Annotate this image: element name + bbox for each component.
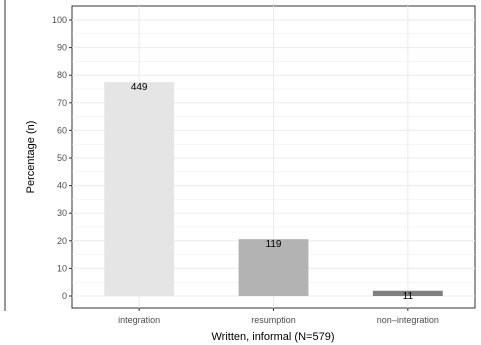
bars [104,82,443,296]
y-tick-label: 90 [57,43,67,53]
x-axis-title: Written, informal (N=579) [212,331,335,343]
data-label-2: 11 [403,291,414,302]
data-label-1: 119 [266,239,282,250]
y-tick-label: 0 [62,291,67,301]
y-tick-label: 30 [57,208,67,218]
bar-0 [104,82,175,296]
y-axis-title: Percentage (n) [25,121,37,194]
data-labels: 449 119 11 [131,82,414,302]
x-tick-label: resumption [251,315,296,325]
y-tick-label: 80 [57,70,67,80]
x-tick-label: integration [118,315,160,325]
y-tick-label: 100 [52,15,67,25]
x-axis: integration resumption non–integration [118,308,439,325]
y-axis: 0 10 20 30 40 50 60 70 80 90 100 [52,15,72,301]
bar-1 [238,239,309,296]
y-tick-label: 40 [57,181,67,191]
data-label-0: 449 [131,82,148,93]
y-tick-label: 20 [57,236,67,246]
y-tick-label: 60 [57,125,67,135]
bar-2 [372,290,443,296]
y-tick-label: 10 [57,263,67,273]
x-tick-label: non–integration [377,315,439,325]
y-tick-label: 50 [57,153,67,163]
y-tick-label: 70 [57,98,67,108]
